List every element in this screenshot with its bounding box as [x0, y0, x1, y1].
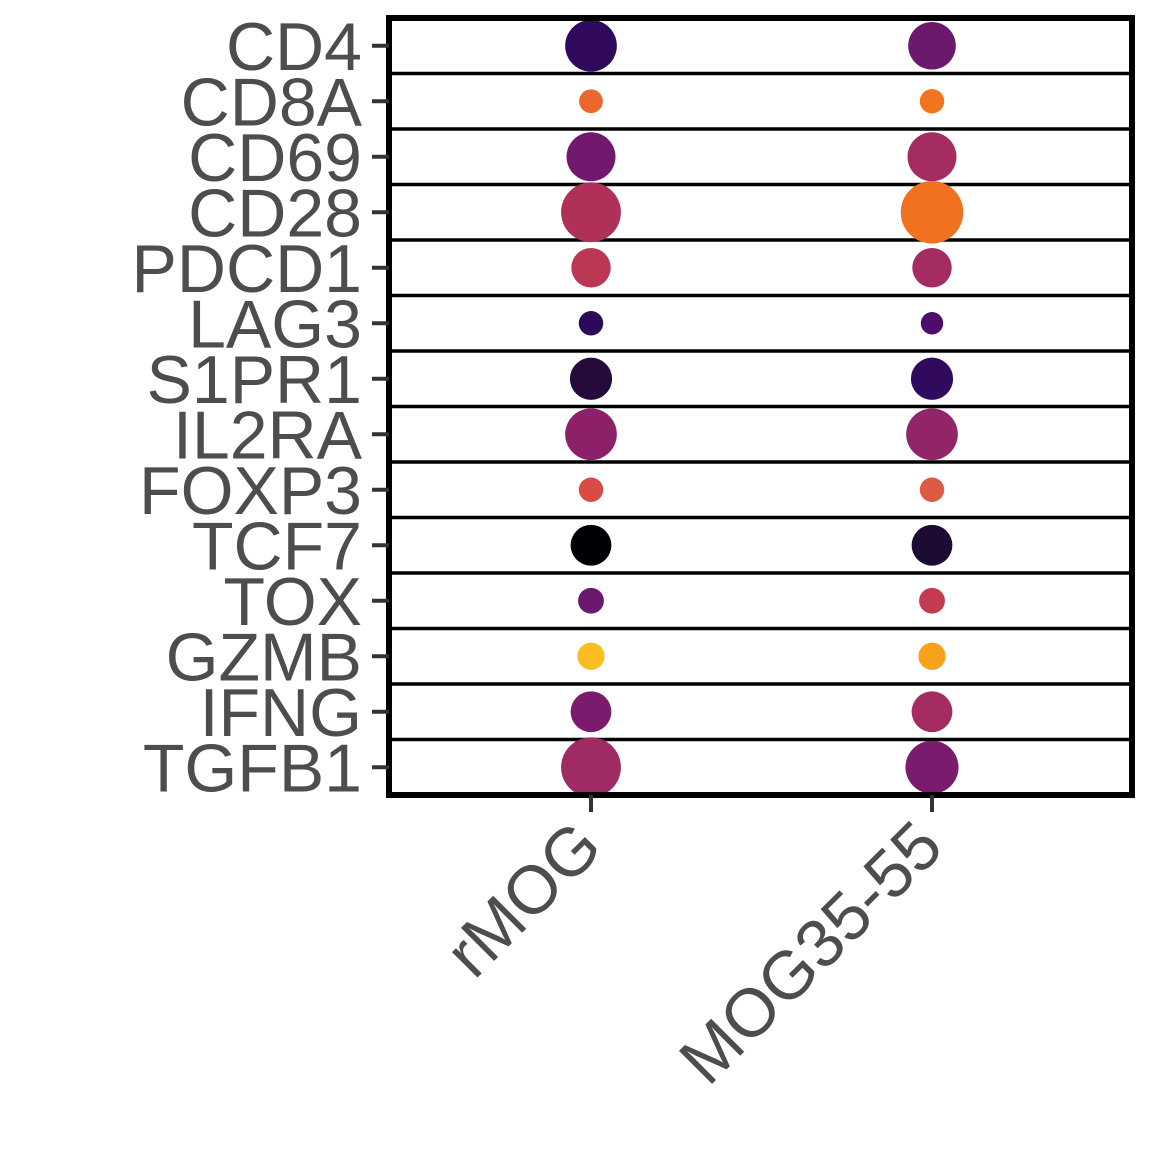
dots: [561, 19, 964, 798]
dot-lag3-rmog: [578, 311, 604, 336]
dot-lag3-mog35-55: [920, 312, 944, 335]
dot-tox-rmog: [578, 587, 604, 614]
dot-cd8a-rmog: [579, 89, 603, 114]
x-tick-label: MOG35-55: [665, 807, 957, 1099]
dot-ifng-rmog: [570, 691, 612, 733]
dot-pdcd1-mog35-55: [912, 248, 952, 288]
x-tick-label: rMOG: [431, 807, 616, 992]
y-tick-label: IFNG: [200, 675, 362, 751]
dot-tox-mog35-55: [919, 587, 945, 614]
dot-cd28-rmog: [561, 182, 621, 243]
y-tick-label: IL2RA: [173, 397, 363, 473]
plot-panel-border: [386, 15, 1135, 798]
y-tick-label: CD8A: [181, 64, 363, 140]
dot-cd69-rmog: [566, 132, 616, 182]
dot-il2ra-mog35-55: [906, 408, 958, 461]
y-axis: CD4CD8ACD69CD28PDCD1LAG3S1PR1IL2RAFOXP3T…: [132, 9, 389, 806]
dot-ifng-mog35-55: [911, 691, 953, 733]
dot-gzmb-rmog: [577, 642, 605, 670]
dot-cd28-mog35-55: [900, 180, 964, 244]
y-tick-label: PDCD1: [132, 231, 363, 307]
y-tick-label: S1PR1: [147, 342, 362, 418]
y-tick-label: CD4: [226, 9, 362, 85]
dot-cd8a-mog35-55: [919, 89, 945, 114]
dot-pdcd1-rmog: [571, 248, 611, 288]
y-tick-label: CD69: [188, 120, 362, 196]
dot-gzmb-mog35-55: [918, 642, 946, 670]
y-tick-label: GZMB: [166, 619, 362, 695]
y-tick-label: TCF7: [192, 508, 362, 584]
y-tick-label: TGFB1: [143, 730, 362, 806]
dot-foxp3-mog35-55: [919, 477, 945, 502]
dot-cd4-rmog: [565, 19, 617, 72]
dot-tgfb1-mog35-55: [905, 740, 959, 794]
dot-s1pr1-rmog: [569, 357, 613, 400]
row-separators: [389, 71, 1132, 742]
y-tick-label: FOXP3: [139, 453, 362, 529]
x-axis: rMOG MOG35-55: [431, 795, 957, 1098]
y-tick-label: CD28: [188, 175, 362, 251]
dot-foxp3-rmog: [578, 477, 604, 502]
dot-tcf7-rmog: [570, 524, 612, 566]
dot-cd69-mog35-55: [907, 132, 957, 182]
dot-tgfb1-rmog: [561, 737, 621, 798]
dot-tcf7-mog35-55: [911, 524, 953, 566]
y-tick-label: TOX: [223, 564, 362, 640]
dot-cd4-mog35-55: [908, 21, 956, 70]
dot-s1pr1-mog35-55: [910, 357, 954, 400]
y-tick-label: LAG3: [188, 286, 362, 362]
dot-il2ra-rmog: [565, 408, 617, 461]
